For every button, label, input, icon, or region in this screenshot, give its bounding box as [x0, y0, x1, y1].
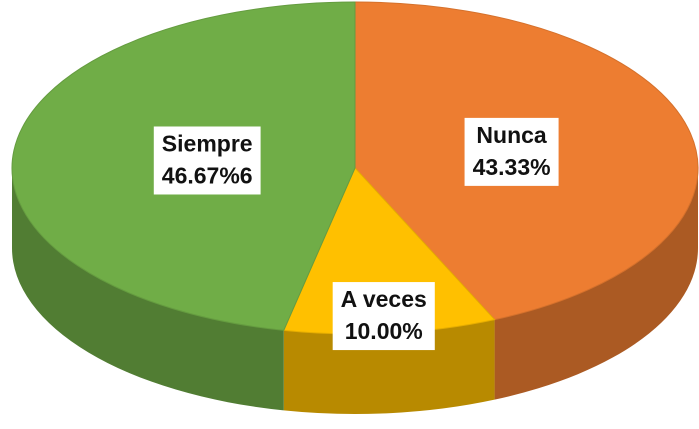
label-box — [464, 117, 559, 186]
category-label: Siempre — [162, 131, 253, 157]
value-label: 10.00% — [345, 318, 423, 344]
value-label: 46.67%6 — [162, 163, 253, 189]
data-label: Siempre 46.67%6 — [153, 126, 261, 195]
category-label: A veces — [341, 286, 427, 312]
label-box — [153, 126, 261, 195]
data-label: Nunca 43.33% — [464, 117, 559, 186]
value-label: 43.33% — [473, 154, 551, 180]
category-label: Nunca — [476, 122, 547, 148]
label-box — [332, 282, 435, 351]
pie-side — [494, 168, 699, 400]
data-labels: Nunca 43.33% A veces 10.00% Siempre 46.67%6 — [153, 117, 559, 351]
data-label: A veces 10.00% — [332, 282, 435, 351]
pie-side — [12, 168, 284, 411]
